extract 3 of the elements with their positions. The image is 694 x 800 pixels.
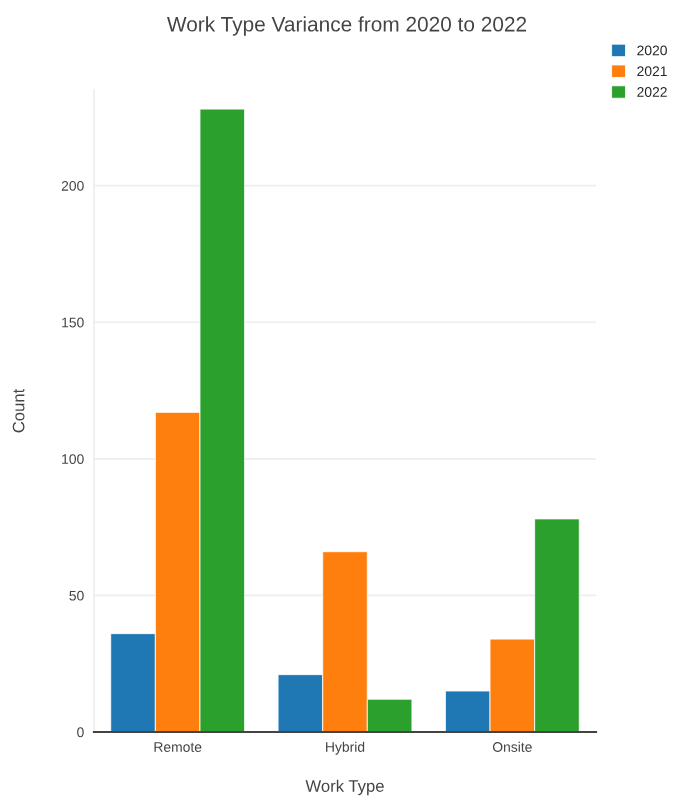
y-axis-title: Count: [12, 388, 25, 433]
x-axis-title: Work Type: [305, 779, 384, 796]
chart-title: Work Type Variance from 2020 to 2022: [167, 16, 527, 36]
